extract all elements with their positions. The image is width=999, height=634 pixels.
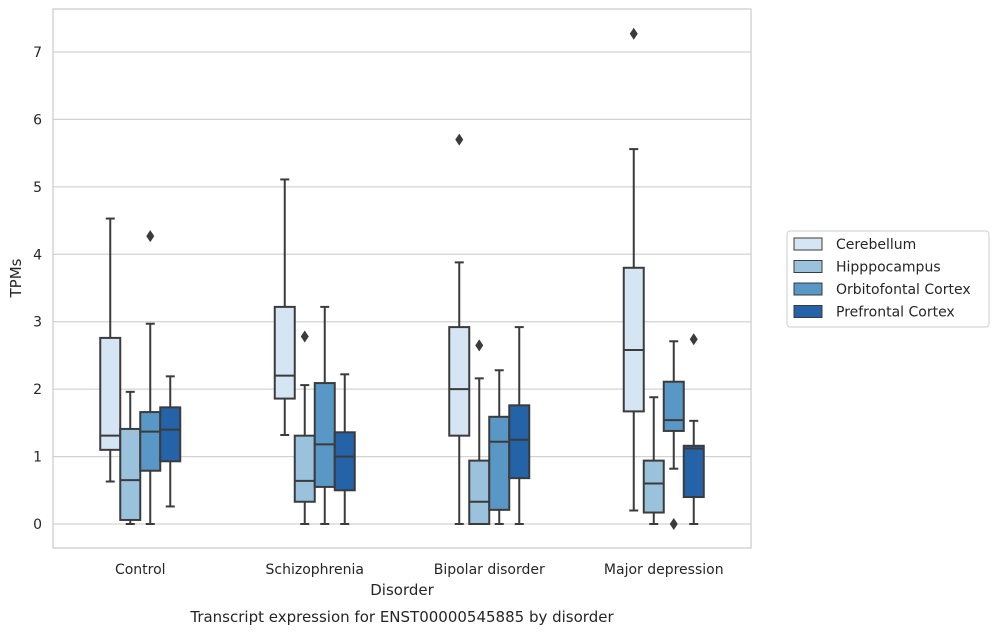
box-body <box>508 404 531 480</box>
box-3-3 <box>682 333 705 525</box>
box-body <box>313 382 336 488</box>
legend-label-0: Cerebellum <box>836 237 916 253</box>
legend-frame <box>786 230 990 328</box>
x-tick-label-3: Major depression <box>604 562 724 578</box>
box-body <box>662 380 685 432</box>
plot-area <box>99 27 705 530</box>
legend-label-2: Orbitofontal Cortex <box>836 282 971 298</box>
box-3-0 <box>622 27 645 512</box>
x-tick-label-1: Schizophrenia <box>266 562 364 578</box>
outlier-marker <box>475 339 484 352</box>
legend-swatch-0 <box>793 237 823 251</box>
box-2-1 <box>468 339 491 526</box>
y-tick-label-0: 0 <box>33 517 42 533</box>
outlier-marker <box>455 133 464 146</box>
box-1-0 <box>273 178 296 436</box>
y-axis-label: TPMs <box>7 258 25 298</box>
x-axis-ticks: Control Schizophrenia Bipolar disorder Majo… <box>115 562 724 578</box>
y-tick-label-1: 1 <box>33 450 42 466</box>
box-body <box>488 415 511 511</box>
y-tick-label-5: 5 <box>33 180 42 196</box>
y-tick-label-7: 7 <box>33 45 42 61</box>
y-tick-label-4: 4 <box>33 247 42 263</box>
legend-swatch-1 <box>793 260 823 273</box>
box-3-1 <box>642 396 665 525</box>
legend-swatch-2 <box>793 282 823 296</box>
box-0-0 <box>99 217 122 483</box>
box-body <box>139 411 162 472</box>
y-tick-label-6: 6 <box>33 112 42 128</box>
plot-frame <box>52 8 752 549</box>
x-axis-label: Disorder <box>370 581 434 599</box>
chart-caption: Transcript expression for ENST0000054588… <box>189 608 614 626</box>
y-axis-ticks: 0 1 2 3 4 5 6 7 <box>33 45 42 533</box>
box-3-2 <box>662 340 685 470</box>
legend-swatch-3 <box>793 305 823 318</box>
outlier-marker <box>300 330 309 343</box>
y-tick-label-3: 3 <box>33 315 42 331</box>
outlier-marker <box>629 27 638 40</box>
box-body <box>642 459 665 514</box>
x-tick-label-2: Bipolar disorder <box>434 562 545 578</box>
outlier-marker <box>689 333 698 346</box>
box-body <box>448 326 471 437</box>
box-1-3 <box>333 373 356 525</box>
box-2-2 <box>488 369 511 525</box>
box-2-3 <box>508 326 531 525</box>
outlier-marker <box>146 230 155 243</box>
box-0-1 <box>119 390 142 525</box>
box-0-2 <box>139 230 162 525</box>
box-0-3 <box>159 375 182 508</box>
box-body <box>293 434 316 503</box>
legend-label-1: Hipppocampus <box>836 260 941 276</box>
box-2-0 <box>448 133 471 525</box>
x-tick-label-0: Control <box>115 562 166 578</box>
box-body <box>333 431 356 492</box>
box-body <box>468 459 491 526</box>
box-body <box>622 266 645 413</box>
box-body <box>273 305 296 400</box>
box-body <box>99 336 122 451</box>
outlier-marker-extra-0 <box>669 518 678 530</box>
legend: Cerebellum Hipppocampus Orbitofontal Corte… <box>786 230 990 328</box>
box-body <box>159 406 182 463</box>
box-1-2 <box>313 305 336 525</box>
y-tick-label-2: 2 <box>33 382 42 398</box>
legend-label-3: Prefrontal Cortex <box>836 305 955 321</box>
box-body <box>119 427 142 521</box>
box-body <box>682 444 705 499</box>
box-1-1 <box>293 330 316 525</box>
